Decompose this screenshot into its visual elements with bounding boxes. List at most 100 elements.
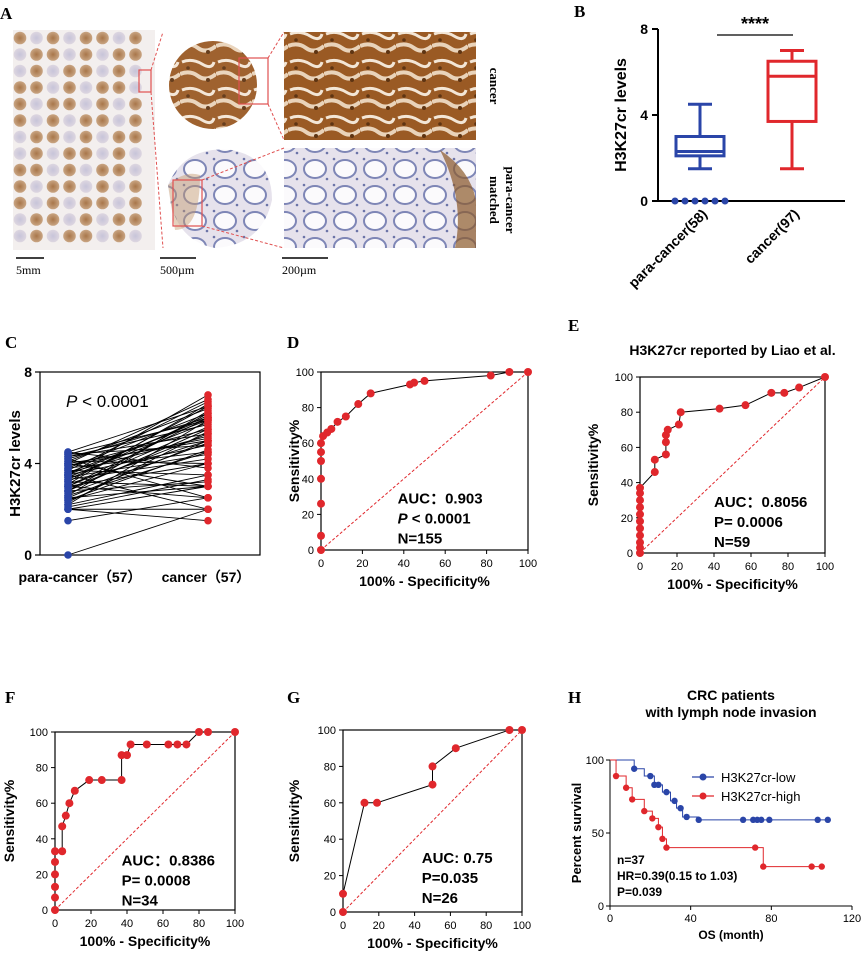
tma-core xyxy=(63,130,76,144)
plot-frame xyxy=(54,731,236,911)
censor-mark xyxy=(641,807,648,815)
significance-stars: **** xyxy=(741,14,769,34)
legend-label: H3K27cr-high xyxy=(721,789,801,804)
tma-core xyxy=(30,196,43,210)
tma-core xyxy=(96,147,109,160)
tma-core xyxy=(96,163,109,177)
core-cancer-highlight xyxy=(238,57,269,105)
censor-mark xyxy=(683,813,690,821)
y-tick-label: 80 xyxy=(36,763,48,775)
y-tick-label: 100 xyxy=(30,727,48,739)
tma-core xyxy=(13,163,27,177)
cancer-point xyxy=(204,482,212,491)
stat-line: N=59 xyxy=(714,534,750,551)
y-tick-label: 40 xyxy=(36,834,48,846)
pair-line xyxy=(67,419,209,455)
tma-core xyxy=(112,97,126,111)
y-tick-label: 20 xyxy=(36,869,48,881)
panel-letter-b: B xyxy=(574,2,586,21)
roc-point xyxy=(317,546,325,554)
roc-point xyxy=(636,524,644,533)
roc-point xyxy=(70,786,79,795)
y-tick-label: 80 xyxy=(324,761,336,773)
tma-core xyxy=(13,64,27,78)
tma-core xyxy=(96,114,109,127)
censor-mark xyxy=(824,816,831,824)
roc-point xyxy=(505,726,514,734)
stat-line: P= 0.0006 xyxy=(714,514,783,531)
chart-c-paired: 0 4 8 H3K27cr levels P < 0.0001 para-cancer（5… xyxy=(7,364,261,585)
censor-mark xyxy=(814,816,821,824)
pair-line xyxy=(67,453,209,478)
pair-line xyxy=(67,479,209,508)
tma-core xyxy=(46,163,60,177)
tma-core xyxy=(46,213,60,226)
roc-point xyxy=(173,740,182,749)
y-axis-label: H3K27cr levels xyxy=(613,58,630,172)
roc-point xyxy=(661,438,670,447)
roc-point xyxy=(339,908,347,916)
chart-title: with lymph node invasion xyxy=(644,704,816,720)
y-tick-label: 60 xyxy=(302,438,314,450)
tma-core xyxy=(79,229,93,243)
tma-core xyxy=(63,163,76,177)
outlier-point xyxy=(721,197,729,205)
para-point xyxy=(64,498,72,507)
legend-marker xyxy=(699,773,707,781)
roc-point xyxy=(333,417,342,426)
pair-line xyxy=(67,508,209,522)
y-tick-label: 0 xyxy=(24,547,32,563)
x-axis-label: OS (month) xyxy=(698,928,763,942)
tma-core xyxy=(129,31,142,45)
roc-point xyxy=(366,389,375,398)
roc-point xyxy=(360,798,369,807)
panel-letter-a: A xyxy=(0,4,13,23)
tma-core xyxy=(13,196,27,210)
tma-core xyxy=(46,81,60,94)
x-tick-label: 80 xyxy=(480,920,492,932)
legend-label: H3K27cr-low xyxy=(721,770,796,785)
censor-mark xyxy=(659,835,666,843)
tma-core xyxy=(13,114,27,127)
roc-point xyxy=(486,371,495,380)
panel-a-histology: 5mm 500µm 200µm cancer matched para-canc… xyxy=(13,30,518,277)
y-tick-label: 60 xyxy=(36,798,48,810)
roc-point xyxy=(182,740,191,749)
censor-mark xyxy=(695,816,702,824)
censor-mark xyxy=(655,823,662,831)
roc-point xyxy=(317,439,325,448)
tma-core xyxy=(63,97,76,111)
tma-cores xyxy=(13,31,142,243)
censor-mark xyxy=(628,796,636,803)
p-value-annotation: P < 0.0001 xyxy=(66,392,149,411)
y-tick-label: 100 xyxy=(318,725,336,737)
roc-point xyxy=(636,531,644,540)
tma-core xyxy=(112,31,126,45)
y-tick-label: 40 xyxy=(621,478,633,490)
roc-point xyxy=(327,424,336,433)
y-tick-label: 8 xyxy=(24,364,32,380)
tma-core xyxy=(112,213,126,226)
roc-point xyxy=(61,811,70,820)
pair-line xyxy=(67,394,209,476)
tma-core xyxy=(129,114,142,127)
y-tick-label: 8 xyxy=(640,21,648,37)
core-cancer xyxy=(169,41,257,129)
tma-core xyxy=(30,163,43,177)
y-axis-label: H3K27cr levels xyxy=(7,410,24,517)
tma-core xyxy=(79,147,93,160)
roc-point xyxy=(354,400,363,409)
x-tick-label: 40 xyxy=(398,558,410,570)
pair-line xyxy=(67,419,209,474)
tma-core xyxy=(46,48,60,61)
roc-point xyxy=(373,798,382,807)
tma-core xyxy=(13,213,27,226)
censor-mark xyxy=(671,797,678,805)
roc-point xyxy=(317,448,325,457)
y-axis-label: Sensitivity% xyxy=(1,779,17,862)
roc-point xyxy=(505,368,514,376)
roc-point xyxy=(97,776,106,785)
reference-diagonal xyxy=(54,731,236,911)
y-tick-label: 20 xyxy=(324,871,336,883)
